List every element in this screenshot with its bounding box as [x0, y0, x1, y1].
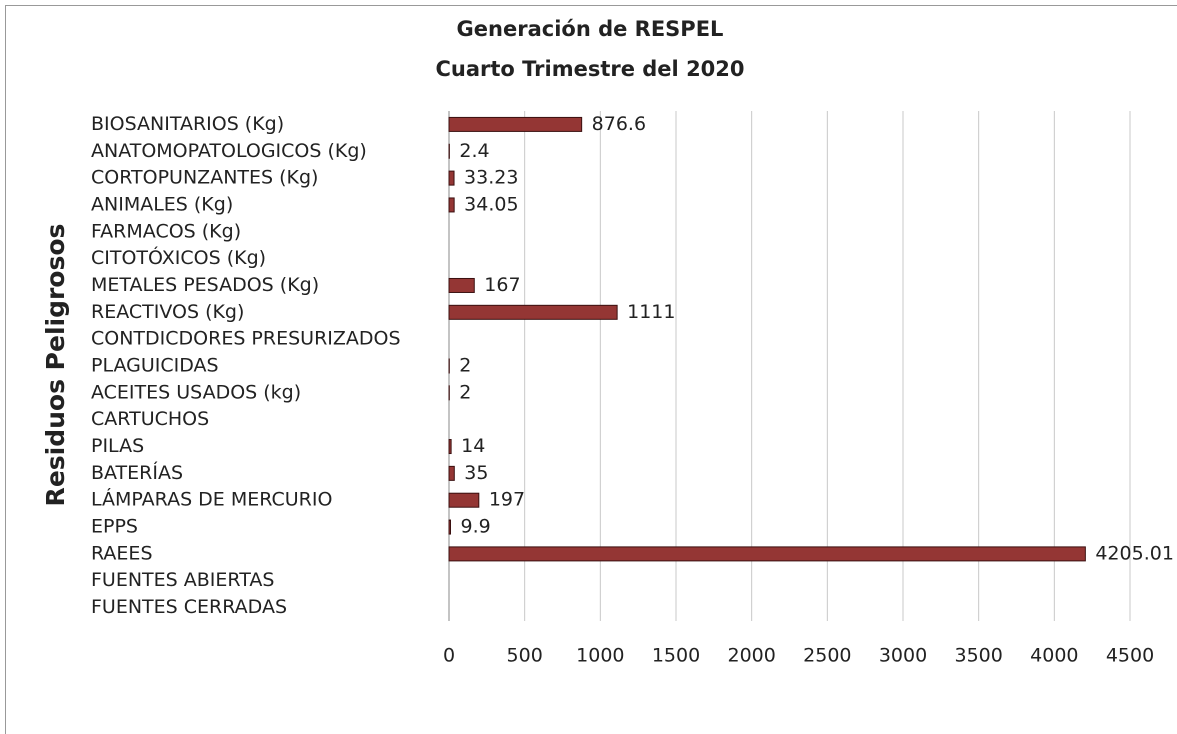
chart-title: Generación de RESPEL	[457, 17, 724, 41]
x-tick-label: 2500	[803, 645, 851, 667]
y-tick-label: FUENTES CERRADAS	[91, 596, 287, 618]
y-tick-label: BATERÍAS	[91, 461, 183, 484]
data-label: 34.05	[464, 193, 518, 215]
frame	[5, 5, 1177, 734]
y-tick-label: ACEITES USADOS (kg)	[91, 381, 301, 403]
y-tick-label: PILAS	[91, 435, 144, 457]
bar	[448, 546, 1086, 562]
data-label: 2.4	[459, 140, 489, 162]
bar	[448, 170, 455, 186]
bar	[448, 519, 451, 535]
bar	[448, 116, 583, 132]
x-tick-label: 0	[443, 645, 455, 667]
x-tick-label: 1000	[576, 645, 624, 667]
data-label: 2	[459, 381, 471, 403]
y-tick-label: METALES PESADOS (Kg)	[91, 274, 319, 296]
data-label: 2	[459, 355, 471, 377]
data-label: 4205.01	[1095, 542, 1174, 564]
data-label: 9.9	[460, 516, 490, 538]
x-tick-label: 1500	[652, 645, 700, 667]
data-label: 876.6	[592, 113, 646, 135]
bar	[448, 304, 618, 320]
data-label: 33.23	[464, 167, 518, 189]
y-axis-title: Residuos Peligrosos	[41, 224, 70, 507]
y-tick-label: CORTOPUNZANTES (Kg)	[91, 167, 318, 189]
y-tick-label: PLAGUICIDAS	[91, 355, 219, 377]
y-tick-label: CARTUCHOS	[91, 408, 209, 430]
y-tick-label: CITOTÓXICOS (Kg)	[91, 245, 266, 269]
data-label: 14	[461, 435, 485, 457]
x-tick-label: 500	[507, 645, 543, 667]
x-tick-label: 4000	[1030, 645, 1078, 667]
bar	[448, 465, 455, 481]
x-tick-label: 3500	[954, 645, 1002, 667]
bar	[448, 197, 455, 213]
x-tick-label: 4500	[1106, 645, 1154, 667]
data-label: 197	[489, 489, 525, 511]
y-tick-label: FARMACOS (Kg)	[91, 220, 241, 242]
y-tick-label: EPPS	[91, 516, 138, 538]
x-tick-label: 3000	[879, 645, 927, 667]
y-tick-label: BIOSANITARIOS (Kg)	[91, 113, 284, 135]
bar	[448, 439, 452, 455]
y-tick-label: RAEES	[91, 542, 153, 564]
data-label: 1111	[627, 301, 675, 323]
y-tick-label: ANIMALES (Kg)	[91, 193, 233, 215]
bar	[448, 277, 475, 293]
y-tick-label: REACTIVOS (Kg)	[91, 301, 244, 323]
x-tick-label: 2000	[727, 645, 775, 667]
data-label: 167	[484, 274, 520, 296]
y-tick-label: ANATOMOPATOLOGICOS (Kg)	[91, 140, 367, 162]
data-label: 35	[464, 462, 488, 484]
y-tick-label: FUENTES ABIERTAS	[91, 569, 274, 591]
chart-subtitle: Cuarto Trimestre del 2020	[435, 57, 744, 81]
y-tick-label: LÁMPARAS DE MERCURIO	[91, 488, 332, 511]
y-tick-label: CONTDICDORES PRESURIZADOS	[91, 328, 401, 350]
bar	[448, 492, 480, 508]
